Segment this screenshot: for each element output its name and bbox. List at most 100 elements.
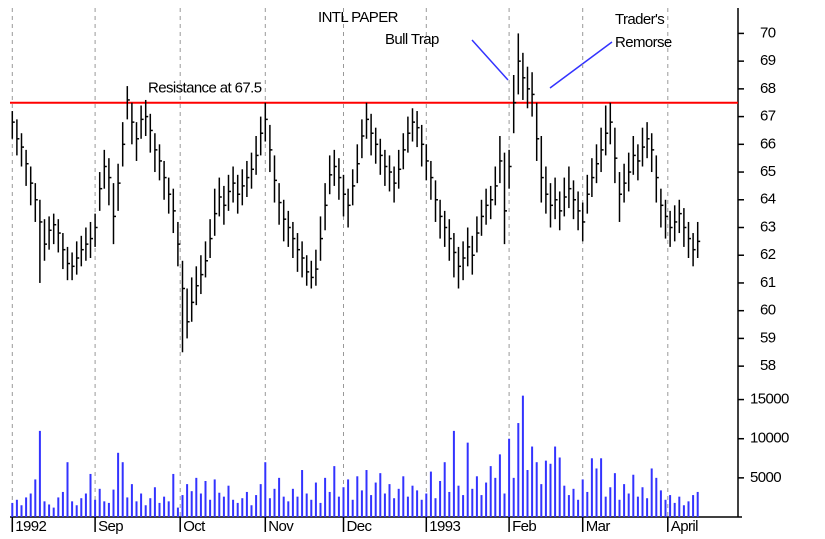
annotation-pointer [549,41,613,89]
volume-bar [140,493,143,517]
volume-bar [632,474,635,517]
volume-bar [595,468,598,517]
x-tick-label: April [671,518,698,535]
volume-bar [107,502,110,517]
volume-bar [48,504,51,517]
volume-bar [420,499,423,517]
volume-bar [167,501,170,517]
volume-bar [337,496,340,517]
volume-bar [535,462,538,517]
volume-bar [20,505,23,517]
volume-bar [581,479,584,517]
volume-bar [586,491,589,517]
volume-bar [485,482,488,517]
volume-bar [448,491,451,517]
volume-bar [158,502,161,517]
volume-bar [411,485,414,517]
volume-bar [627,493,630,517]
volume-bar [531,446,534,517]
volume-bar [287,501,290,517]
volume-bar [144,505,147,517]
volume-bar [360,490,363,517]
volume-bar [434,498,437,517]
volume-bar [163,496,166,517]
volume-bar [310,499,313,517]
y-tick-label: 63 [760,218,776,235]
volume-bar [11,502,14,517]
volume-bar [52,507,55,517]
volume-bar [429,471,432,517]
volume-bar [563,485,566,517]
y-tick-label: 66 [760,135,776,152]
y-tick-label: 58 [760,357,776,374]
volume-bar [84,493,87,517]
volume-bar [89,473,92,517]
volume-bar [112,489,115,517]
volume-bar [176,507,179,517]
volume-bar [255,495,258,517]
volume-bar [153,487,156,517]
volume-bar [521,395,524,517]
volume-bar [333,466,336,517]
x-tick-label: Nov [268,518,294,535]
volume-bar [489,466,492,517]
annotation: INTL PAPER [318,9,399,26]
volume-bar [117,452,120,517]
volume-bar [149,498,152,517]
volume-bar [204,480,207,517]
volume-bar [457,485,460,517]
volume-bar [126,497,129,517]
volume-bar [600,458,603,517]
volume-bar [103,501,106,517]
y-tick-label: 59 [760,329,776,346]
volume-bar [618,499,621,517]
volume-bar [15,499,18,517]
volume-bar [135,501,138,517]
volume-bar [29,493,32,517]
volume-bar [636,496,639,517]
volume-bar [503,493,506,517]
x-tick-label: Sep [98,518,123,535]
annotation: Bull Trap [385,31,439,48]
volume-bar [577,499,580,517]
annotation-pointer [471,39,509,81]
volume-bar [416,490,419,517]
y2-tick-label: 15000 [750,391,789,408]
volume-bar [655,477,658,517]
volume-bar [273,488,276,517]
volume-bar [443,462,446,517]
volume-bar [669,495,672,517]
y-tick-label: 60 [760,302,776,319]
y2-tick-label: 5000 [750,469,781,486]
volume-bar [397,488,400,517]
volume-bar [172,473,175,517]
x-tick-label: Feb [512,518,536,535]
volume-bar [365,470,368,517]
y-tick-label: 69 [760,52,776,69]
y-tick-label: 62 [760,246,776,263]
volume-bar [301,470,304,517]
volume-bar [227,485,230,517]
y-tick-label: 70 [760,24,776,41]
volume-bar [383,493,386,517]
volume-bar [236,502,239,517]
volume-bar [94,499,97,517]
volume-bar [61,491,64,517]
y2-tick-label: 10000 [750,430,789,447]
volume-bar [623,484,626,517]
volume-bar [687,501,690,517]
volume-bar [80,498,83,517]
volume-bar [209,499,212,517]
volume-bar [512,477,515,517]
annotation: Trader's [615,11,664,28]
volume-bar [402,476,405,517]
volume-bar [462,495,465,517]
volume-bar [75,505,78,517]
y-tick-label: 67 [760,108,776,125]
volume-bar [379,473,382,517]
volume-bar [195,477,198,517]
volume-bar [43,501,46,517]
x-tick-label: 1993 [429,518,460,535]
volume-bar [590,458,593,517]
volume-bar [130,484,133,517]
